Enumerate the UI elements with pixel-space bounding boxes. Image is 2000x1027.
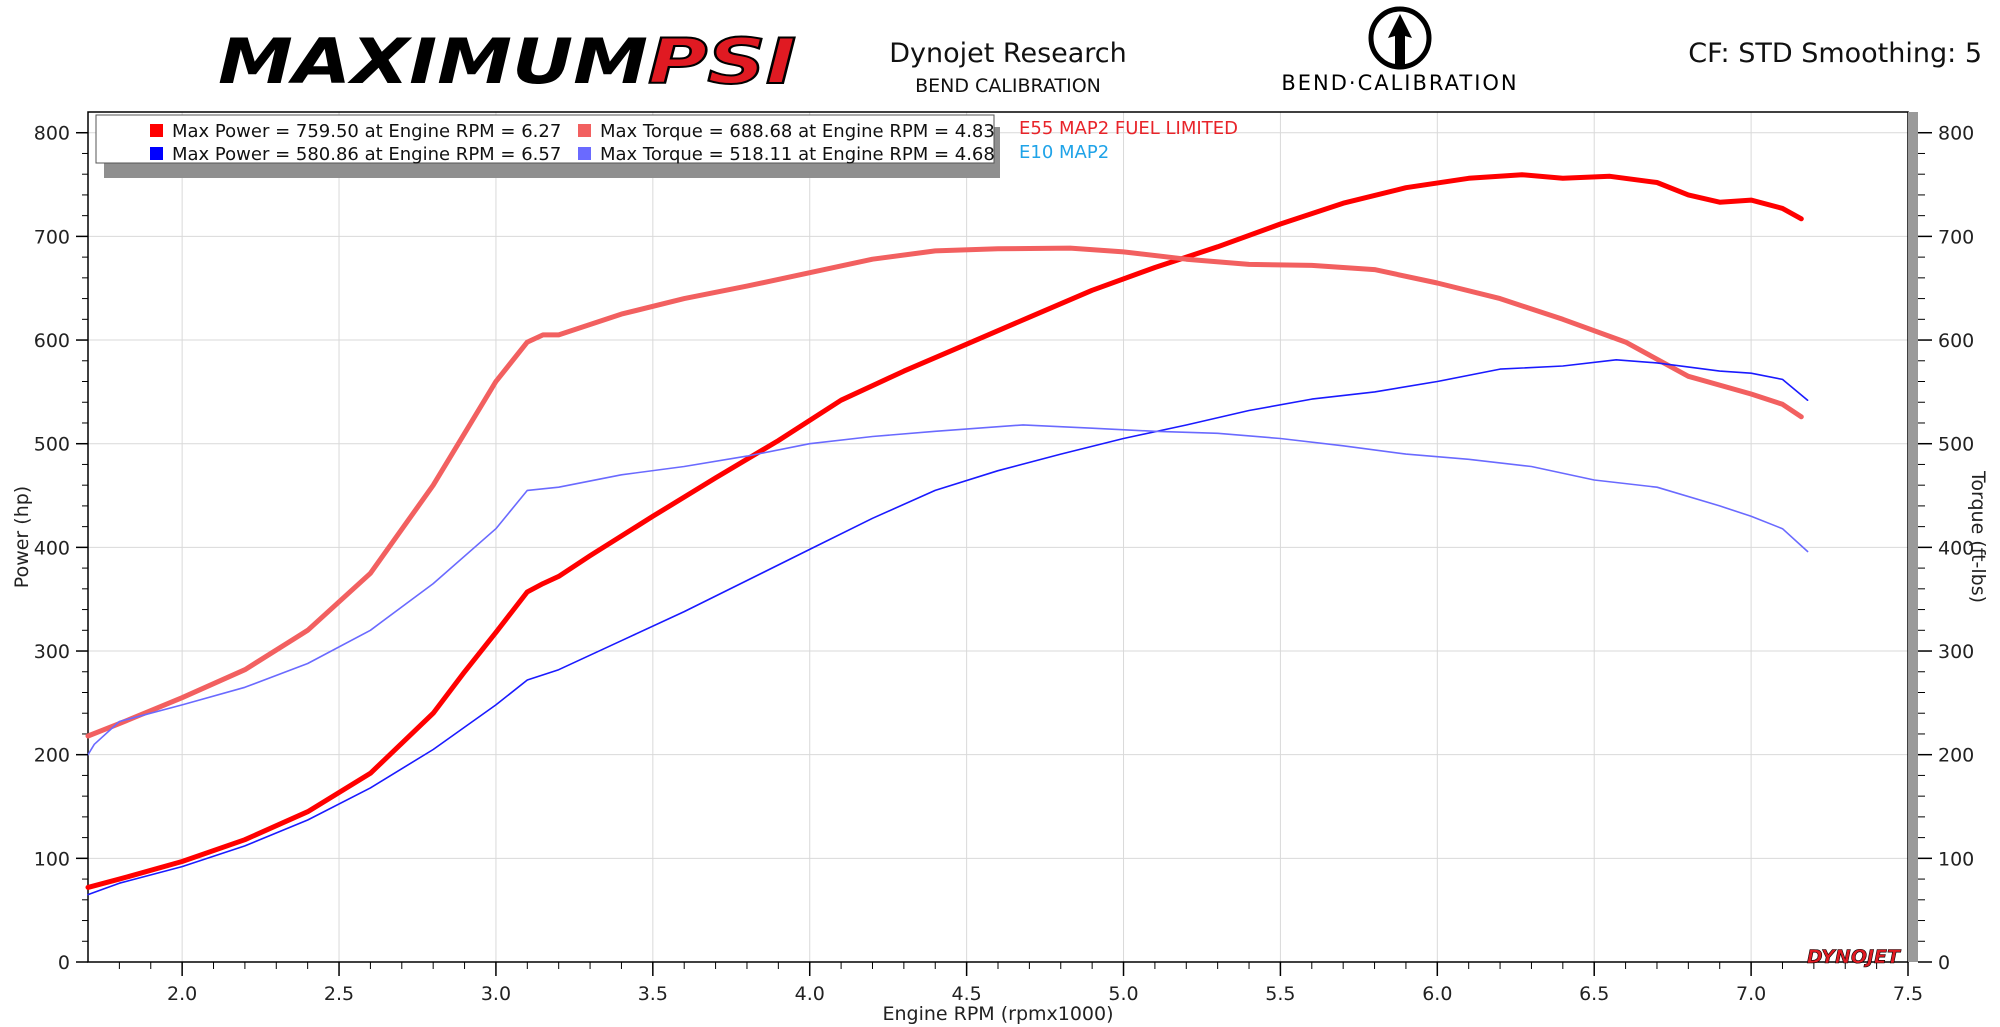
run-label: E55 MAP2 FUEL LIMITED — [1019, 118, 1238, 139]
x-tick-label: 5.0 — [1108, 983, 1138, 1005]
y-tick-label: 800 — [34, 123, 70, 145]
y2-tick-label: 0 — [1938, 952, 1950, 974]
y-axis-title: Power (hp) — [11, 486, 33, 588]
run-labels: E55 MAP2 FUEL LIMITED E10 MAP2 — [1019, 118, 1238, 163]
legend-swatch — [578, 124, 591, 137]
x-tick-label: 6.0 — [1422, 983, 1452, 1005]
y2-tick-label: 300 — [1938, 641, 1974, 663]
legend-label: Max Power = 759.50 at Engine RPM = 6.27 — [172, 121, 561, 142]
x-axis-ticks: 2.0 2.5 3.0 3.5 4.0 4.5 5.0 5.5 6.0 6.5 7.0 7.5 — [167, 962, 1923, 1005]
brand-logo-psi: PSI — [648, 25, 796, 98]
x-tick-label: 4.5 — [952, 983, 982, 1005]
x-tick-label: 7.0 — [1736, 983, 1766, 1005]
x-axis-title: Engine RPM (rpmx1000) — [882, 1003, 1113, 1025]
y2-tick-label: 100 — [1938, 848, 1974, 870]
y-tick-label: 200 — [34, 745, 70, 767]
e55-power-line — [85, 172, 1804, 890]
x-tick-label: 5.5 — [1265, 983, 1295, 1005]
series-layer — [85, 172, 1809, 896]
bend-calibration-logo: BEND·CALIBRATION — [1281, 6, 1518, 95]
legend-swatch — [578, 147, 591, 160]
x-tick-label: 4.0 — [795, 983, 825, 1005]
y-tick-label: 100 — [34, 848, 70, 870]
legend-label: Max Torque = 688.68 at Engine RPM = 4.83 — [600, 121, 995, 142]
brand-logo-maximum: MAXIMUM — [218, 25, 648, 98]
y-axis-ticks: 0 100 200 300 400 500 600 700 800 — [34, 123, 88, 974]
dynojet-watermark: DYNOJET — [1807, 946, 1902, 968]
e10-power-line — [87, 359, 1809, 896]
logo-text: BEND·CALIBRATION — [1281, 71, 1518, 95]
x-tick-label: 2.5 — [324, 983, 354, 1005]
x-tick-label: 2.0 — [167, 983, 197, 1005]
y-tick-label: 600 — [34, 330, 70, 352]
legend-label: Max Power = 580.86 at Engine RPM = 6.57 — [172, 144, 561, 165]
y-tick-label: 400 — [34, 537, 70, 559]
y2-tick-label: 600 — [1938, 330, 1974, 352]
x-tick-label: 3.0 — [481, 983, 511, 1005]
legend: Max Power = 759.50 at Engine RPM = 6.27 M… — [95, 114, 1000, 178]
y2-tick-label: 200 — [1938, 745, 1974, 767]
y2-axis-title: Torque (ft-lbs) — [1967, 470, 1989, 603]
y-tick-label: 700 — [34, 226, 70, 248]
x-tick-label: 6.5 — [1579, 983, 1609, 1005]
legend-label: Max Torque = 518.11 at Engine RPM = 4.68 — [600, 144, 995, 165]
chart-subtitle: BEND CALIBRATION — [915, 75, 1101, 97]
x-tick-label: 7.5 — [1893, 983, 1923, 1005]
y2-axis-ticks: 0 100 200 300 400 500 600 700 800 — [1918, 123, 1974, 974]
x-tick-label: 3.5 — [638, 983, 668, 1005]
y2-tick-label: 700 — [1938, 226, 1974, 248]
header: MAXIMUM PSI Dynojet Research BEND CALIBR… — [218, 6, 1982, 99]
company-name: Dynojet Research — [889, 38, 1127, 69]
e10-torque-line — [87, 424, 1809, 756]
y2-tick-label: 400 — [1938, 537, 1974, 559]
legend-swatch — [150, 147, 163, 160]
y-tick-label: 300 — [34, 641, 70, 663]
plot-area — [82, 111, 1925, 969]
y2-tick-label: 500 — [1938, 434, 1974, 456]
e55-torque-line — [85, 245, 1804, 739]
settings-label: CF: STD Smoothing: 5 — [1688, 38, 1982, 69]
y-tick-label: 0 — [58, 952, 70, 974]
legend-swatch — [150, 124, 163, 137]
y2-tick-label: 800 — [1938, 123, 1974, 145]
y-tick-label: 500 — [34, 434, 70, 456]
run-label: E10 MAP2 — [1019, 142, 1109, 163]
